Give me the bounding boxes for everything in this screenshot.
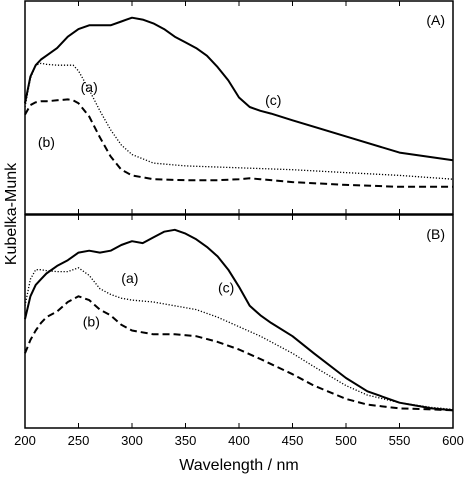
series-annotation: (c) [218,280,234,296]
panel-label: (B) [426,226,445,242]
plot-area: (a) (b) (c) (A) (a) (b) (c) (B) 200 250 300 350 400 4… [14,0,464,448]
series-line-b [24,98,453,188]
series-line-c [24,16,454,162]
series-annotation: (c) [265,92,281,108]
series-annotation: (b) [83,314,100,330]
series-annotation: (a) [81,79,98,95]
x-tick-label: 300 [121,433,143,448]
x-tick-label: 600 [442,433,464,448]
series-annotation: (a) [121,270,138,286]
panel-a: (a) (b) (c) (A) [24,0,454,215]
x-tick-label: 250 [68,433,90,448]
series-line-c [24,228,454,412]
x-tick-label: 450 [282,433,304,448]
panel-b: (a) (b) (c) (B) [24,214,454,429]
x-tick-label: 500 [335,433,357,448]
x-tick-label: 400 [228,433,250,448]
x-tick-label: 550 [389,433,411,448]
y-axis-label: Kubelka-Munk [3,162,20,265]
x-tick-label: 200 [14,433,36,448]
panel-label: (A) [426,12,445,28]
x-tick-label: 350 [175,433,197,448]
series-annotation: (b) [38,134,55,150]
series-line-a [24,62,454,180]
series-line-b [24,295,454,412]
panel-frame [24,0,454,215]
x-axis-label: Wavelength / nm [179,457,298,474]
series-line-a [24,267,454,411]
